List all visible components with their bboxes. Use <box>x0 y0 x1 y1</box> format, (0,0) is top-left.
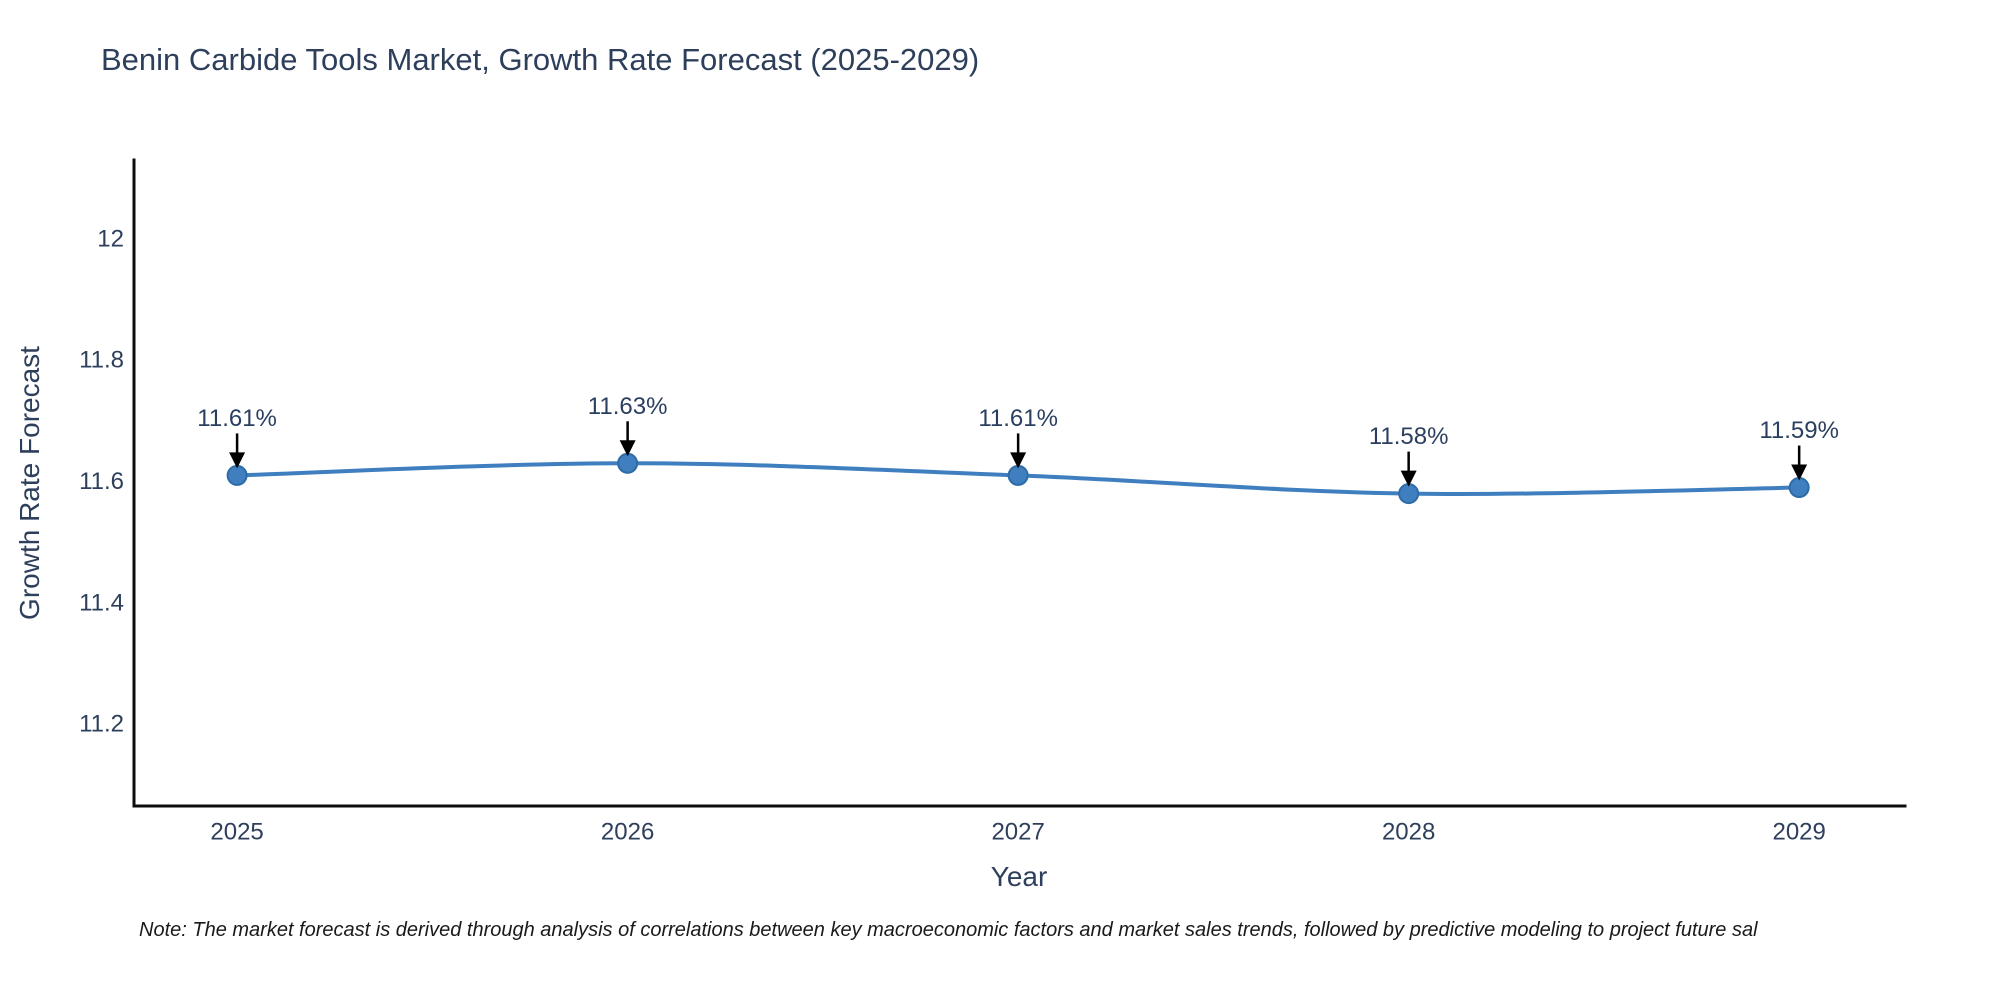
x-tick-label: 2029 <box>1772 819 1825 846</box>
annotation-arrow-head <box>619 440 636 457</box>
annotation-arrow-head <box>229 452 246 469</box>
annotation-label: 11.59% <box>1759 417 1839 444</box>
annotation-label: 11.61% <box>978 405 1058 432</box>
x-axis-title: Year <box>990 861 1048 892</box>
y-tick-label: 11.6 <box>79 468 124 495</box>
axis-spines <box>132 158 1907 808</box>
x-tick-label: 2025 <box>210 819 263 846</box>
annotation-arrow-head <box>1791 464 1808 481</box>
x-tick-label: 2026 <box>601 819 654 846</box>
x-tick-label: 2027 <box>991 819 1044 846</box>
y-tick-label: 11.4 <box>79 589 124 616</box>
data-point-marker <box>226 464 248 486</box>
y-tick-label: 12 <box>97 225 124 252</box>
chart-title: Benin Carbide Tools Market, Growth Rate … <box>101 42 980 77</box>
y-axis-title: Growth Rate Forecast <box>14 346 45 620</box>
data-point-marker <box>1007 464 1029 486</box>
annotation-label: 11.63% <box>588 393 668 420</box>
y-tick-label: 11.8 <box>79 347 124 374</box>
y-tick-label: 11.2 <box>79 711 124 738</box>
data-point-marker <box>617 452 639 474</box>
annotation-arrow-head <box>1010 452 1027 469</box>
data-point-marker <box>1398 483 1420 505</box>
x-tick-label: 2028 <box>1382 819 1435 846</box>
footnote: Note: The market forecast is derived thr… <box>139 919 1758 941</box>
annotation-arrow-head <box>1400 470 1417 487</box>
annotation-label: 11.58% <box>1369 423 1449 450</box>
data-point-marker <box>1788 477 1810 499</box>
annotation-label: 11.61% <box>197 405 277 432</box>
